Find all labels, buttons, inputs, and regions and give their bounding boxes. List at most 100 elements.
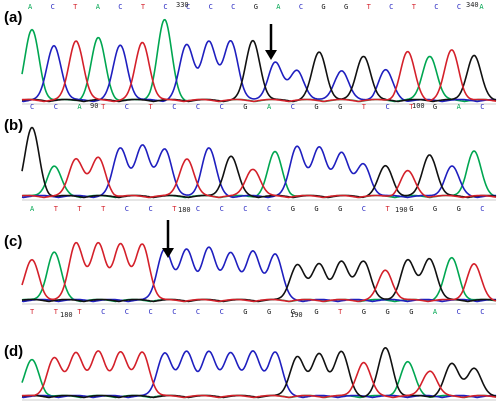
position-number: 330 bbox=[176, 1, 189, 9]
base-call-bottom: T bbox=[101, 103, 106, 111]
base-call-bottom: T bbox=[409, 103, 414, 111]
base-call-bottom: G bbox=[338, 205, 342, 213]
panel-label-a: (a) bbox=[4, 9, 22, 26]
base-call-top: T bbox=[367, 3, 372, 11]
base-call-bottom: T bbox=[149, 103, 154, 111]
base-call-bottom: C bbox=[54, 103, 58, 111]
base-call-top: C bbox=[51, 3, 55, 11]
position-number: 340 bbox=[466, 1, 479, 9]
base-call-bottom: C bbox=[480, 308, 484, 316]
base-call-top: C bbox=[299, 3, 303, 11]
base-call-bottom: G bbox=[243, 103, 247, 111]
base-call-bottom: C bbox=[125, 205, 129, 213]
panel-c: (c) bbox=[4, 233, 22, 250]
base-call-bottom: G bbox=[314, 103, 318, 111]
base-call-bottom: G bbox=[433, 205, 437, 213]
base-call-bottom: G bbox=[362, 308, 366, 316]
base-call-top: G bbox=[254, 3, 258, 11]
base-call-bottom: C bbox=[267, 205, 271, 213]
base-call-bottom: G bbox=[457, 205, 461, 213]
base-call-bottom: T bbox=[30, 308, 35, 316]
base-call-top: C bbox=[163, 3, 167, 11]
panel-d: (d) bbox=[4, 343, 23, 360]
base-call-bottom: C bbox=[220, 103, 224, 111]
chromatogram-panel-1: A C T A C T C C C C G A C G G T C T C C A C C A T C T C C C G A C G G T C T G A… bbox=[21, 1, 497, 111]
base-call-bottom: C bbox=[220, 205, 224, 213]
base-call-bottom: T bbox=[172, 205, 177, 213]
base-call-bottom: G bbox=[267, 308, 271, 316]
position-number: 190 bbox=[290, 311, 303, 319]
base-call-bottom: C bbox=[101, 308, 105, 316]
base-call-bottom: C bbox=[220, 308, 224, 316]
base-call-bottom: C bbox=[196, 103, 200, 111]
panel-label-c: (c) bbox=[4, 233, 22, 250]
trace-a bbox=[21, 358, 497, 399]
base-call-bottom: G bbox=[338, 103, 342, 111]
base-call-bottom: T bbox=[77, 205, 82, 213]
trace-c bbox=[21, 144, 496, 199]
trace-g bbox=[21, 257, 497, 303]
base-call-bottom: C bbox=[196, 205, 200, 213]
base-call-top: T bbox=[141, 3, 146, 11]
chromatogram-panel-4 bbox=[21, 347, 497, 401]
base-call-bottom: C bbox=[149, 308, 153, 316]
chromatogram-panel-2: A T T T C C T C C C C G G G C T G G G C 180 190 bbox=[21, 126, 497, 214]
base-call-top: C bbox=[118, 3, 122, 11]
base-call-bottom: C bbox=[243, 205, 247, 213]
position-number: 100 bbox=[412, 102, 425, 110]
position-number: 90 bbox=[90, 102, 98, 110]
base-call-bottom: G bbox=[291, 308, 295, 316]
base-call-bottom: C bbox=[386, 103, 390, 111]
trace-t bbox=[21, 241, 497, 303]
trace-g bbox=[21, 347, 497, 399]
base-call-bottom: G bbox=[386, 308, 390, 316]
base-call-bottom: G bbox=[409, 205, 413, 213]
trace-t bbox=[21, 156, 497, 199]
base-call-bottom: T bbox=[338, 308, 343, 316]
trace-a bbox=[21, 150, 497, 199]
base-call-bottom: A bbox=[267, 103, 272, 111]
base-call-top: C bbox=[389, 3, 393, 11]
panel-b: (b) bbox=[4, 117, 23, 134]
position-number: 190 bbox=[395, 206, 408, 214]
base-call-top: A bbox=[28, 3, 33, 11]
mutation-arrow-head bbox=[265, 50, 277, 60]
base-call-bottom: C bbox=[172, 308, 176, 316]
base-call-bottom: G bbox=[243, 308, 247, 316]
traces-layer: A C T A C T C C C C G A C G G T C T C C A C C A T C T C C C G A C G G T C T G A… bbox=[21, 1, 497, 401]
trace-t bbox=[21, 350, 497, 399]
base-call-bottom: T bbox=[386, 205, 391, 213]
base-call-bottom: T bbox=[77, 308, 82, 316]
panel-a: (a) bbox=[4, 9, 22, 26]
base-call-bottom: C bbox=[291, 103, 295, 111]
base-call-bottom: C bbox=[149, 205, 153, 213]
position-number: 180 bbox=[60, 311, 73, 319]
base-call-top: A bbox=[276, 3, 281, 11]
base-call-bottom: C bbox=[172, 103, 176, 111]
base-call-top: C bbox=[434, 3, 438, 11]
trace-t bbox=[21, 40, 497, 103]
base-call-top: C bbox=[457, 3, 461, 11]
base-call-bottom: G bbox=[314, 205, 318, 213]
base-call-top: A bbox=[479, 3, 484, 11]
base-call-top: T bbox=[73, 3, 78, 11]
base-call-bottom: G bbox=[409, 308, 413, 316]
panel-label-b: (b) bbox=[4, 117, 23, 134]
trace-a bbox=[21, 251, 497, 303]
panel-label-d: (d) bbox=[4, 343, 23, 360]
base-call-bottom: T bbox=[54, 308, 59, 316]
base-call-bottom: C bbox=[480, 205, 484, 213]
position-number: 180 bbox=[178, 206, 191, 214]
base-call-bottom: A bbox=[30, 205, 35, 213]
base-call-bottom: A bbox=[77, 103, 82, 111]
base-call-bottom: T bbox=[362, 103, 367, 111]
base-call-top: C bbox=[186, 3, 190, 11]
base-call-top: C bbox=[231, 3, 235, 11]
base-call-bottom: C bbox=[125, 308, 129, 316]
base-call-top: T bbox=[412, 3, 417, 11]
base-call-bottom: C bbox=[125, 103, 129, 111]
base-call-bottom: C bbox=[30, 103, 34, 111]
base-call-top: C bbox=[209, 3, 213, 11]
base-call-top: A bbox=[96, 3, 101, 11]
base-call-bottom: G bbox=[314, 308, 318, 316]
